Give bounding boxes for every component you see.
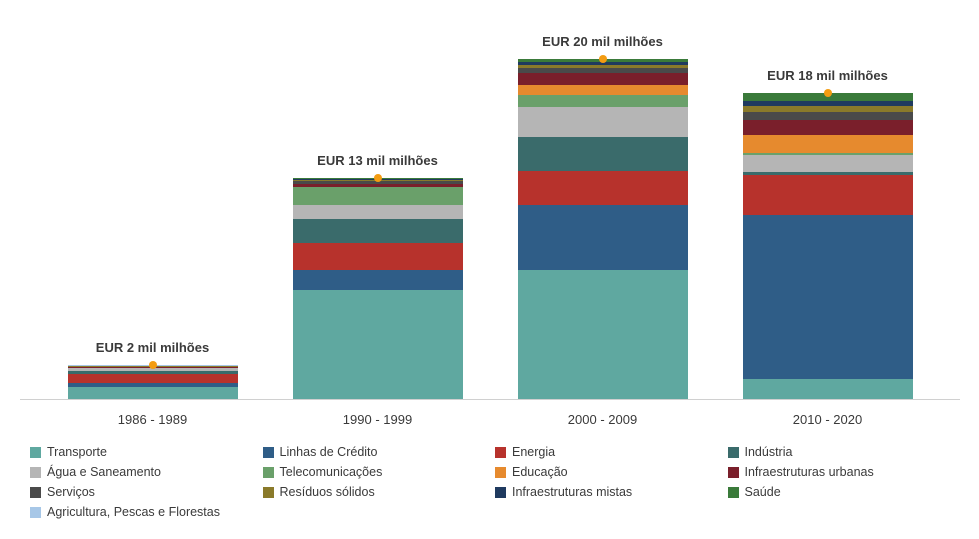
x-axis-label: 2000 - 2009	[508, 412, 698, 427]
legend-item-infra_mistas: Infraestruturas mistas	[495, 485, 718, 499]
bar-segment-telecom	[293, 187, 463, 206]
bar-segment-agua_saneamento	[743, 155, 913, 172]
legend-label: Infraestruturas urbanas	[745, 465, 874, 479]
bar-segment-agua_saneamento	[518, 107, 688, 138]
bar-segment-infra_urbanas	[518, 73, 688, 85]
legend-swatch	[263, 447, 274, 458]
x-axis-label: 2010 - 2020	[733, 412, 923, 427]
total-marker	[599, 55, 607, 63]
legend-item-telecom: Telecomunicações	[263, 465, 486, 479]
legend-swatch	[728, 487, 739, 498]
legend-swatch	[30, 507, 41, 518]
legend: Transporte Linhas de Crédito Energia Indúst…	[20, 445, 960, 519]
legend-swatch	[495, 487, 506, 498]
bar-segment-telecom	[518, 95, 688, 107]
legend-label: Infraestruturas mistas	[512, 485, 632, 499]
legend-swatch	[30, 467, 41, 478]
legend-item-residuos: Resíduos sólidos	[263, 485, 486, 499]
legend-item-saude: Saúde	[728, 485, 951, 499]
x-axis-label: 1986 - 1989	[58, 412, 248, 427]
legend-swatch	[495, 447, 506, 458]
bar-segment-linhas_credito	[743, 215, 913, 378]
plot-area: EUR 2 mil milhões EUR 13 mil milhões EUR 2…	[20, 20, 960, 400]
stacked-bar	[743, 93, 913, 399]
bar-group: EUR 18 mil milhões	[733, 68, 923, 399]
bar-segment-industria	[293, 219, 463, 243]
bar-segment-transporte	[743, 379, 913, 399]
stacked-bar	[68, 365, 238, 399]
legend-label: Água e Saneamento	[47, 465, 161, 479]
bar-segment-linhas_credito	[518, 205, 688, 270]
bar-group: EUR 13 mil milhões	[283, 153, 473, 399]
bar-segment-energia	[743, 175, 913, 216]
bar-total-label: EUR 2 mil milhões	[96, 340, 209, 355]
legend-item-linhas_credito: Linhas de Crédito	[263, 445, 486, 459]
legend-label: Indústria	[745, 445, 793, 459]
stacked-bar-chart: EUR 2 mil milhões EUR 13 mil milhões EUR 2…	[20, 20, 960, 519]
bar-segment-agua_saneamento	[293, 205, 463, 219]
legend-label: Serviços	[47, 485, 95, 499]
bar-total-label: EUR 18 mil milhões	[767, 68, 888, 83]
bar-total-label: EUR 20 mil milhões	[542, 34, 663, 49]
stacked-bar	[518, 59, 688, 399]
bar-group: EUR 20 mil milhões	[508, 34, 698, 399]
bar-segment-educacao	[743, 135, 913, 154]
legend-label: Energia	[512, 445, 555, 459]
total-marker	[824, 89, 832, 97]
legend-label: Agricultura, Pescas e Florestas	[47, 505, 220, 519]
legend-item-agricultura: Agricultura, Pescas e Florestas	[30, 505, 253, 519]
bar-segment-educacao	[518, 85, 688, 95]
legend-item-energia: Energia	[495, 445, 718, 459]
legend-item-transporte: Transporte	[30, 445, 253, 459]
total-marker	[374, 174, 382, 182]
bar-total-label: EUR 13 mil milhões	[317, 153, 438, 168]
legend-swatch	[728, 447, 739, 458]
legend-item-agua_saneamento: Água e Saneamento	[30, 465, 253, 479]
bar-segment-servicos	[743, 112, 913, 121]
legend-item-infra_urbanas: Infraestruturas urbanas	[728, 465, 951, 479]
bar-segment-energia	[518, 171, 688, 205]
bar-segment-transporte	[518, 270, 688, 399]
stacked-bar	[293, 178, 463, 399]
x-axis: 1986 - 1989 1990 - 1999 2000 - 2009 2010 - …	[20, 412, 960, 427]
bar-segment-infra_urbanas	[743, 120, 913, 134]
legend-label: Telecomunicações	[280, 465, 383, 479]
legend-swatch	[495, 467, 506, 478]
legend-item-industria: Indústria	[728, 445, 951, 459]
legend-label: Transporte	[47, 445, 107, 459]
legend-swatch	[30, 447, 41, 458]
bar-group: EUR 2 mil milhões	[58, 340, 248, 399]
bar-segment-linhas_credito	[293, 270, 463, 290]
bar-segment-industria	[518, 137, 688, 171]
legend-swatch	[263, 467, 274, 478]
legend-label: Linhas de Crédito	[280, 445, 378, 459]
total-marker	[149, 361, 157, 369]
x-axis-label: 1990 - 1999	[283, 412, 473, 427]
bar-segment-transporte	[68, 387, 238, 399]
bar-segment-energia	[293, 243, 463, 270]
legend-label: Saúde	[745, 485, 781, 499]
legend-swatch	[728, 467, 739, 478]
legend-item-servicos: Serviços	[30, 485, 253, 499]
legend-item-educacao: Educação	[495, 465, 718, 479]
bar-segment-energia	[68, 374, 238, 383]
bar-segment-transporte	[293, 290, 463, 399]
legend-label: Educação	[512, 465, 568, 479]
legend-label: Resíduos sólidos	[280, 485, 375, 499]
legend-swatch	[30, 487, 41, 498]
legend-swatch	[263, 487, 274, 498]
